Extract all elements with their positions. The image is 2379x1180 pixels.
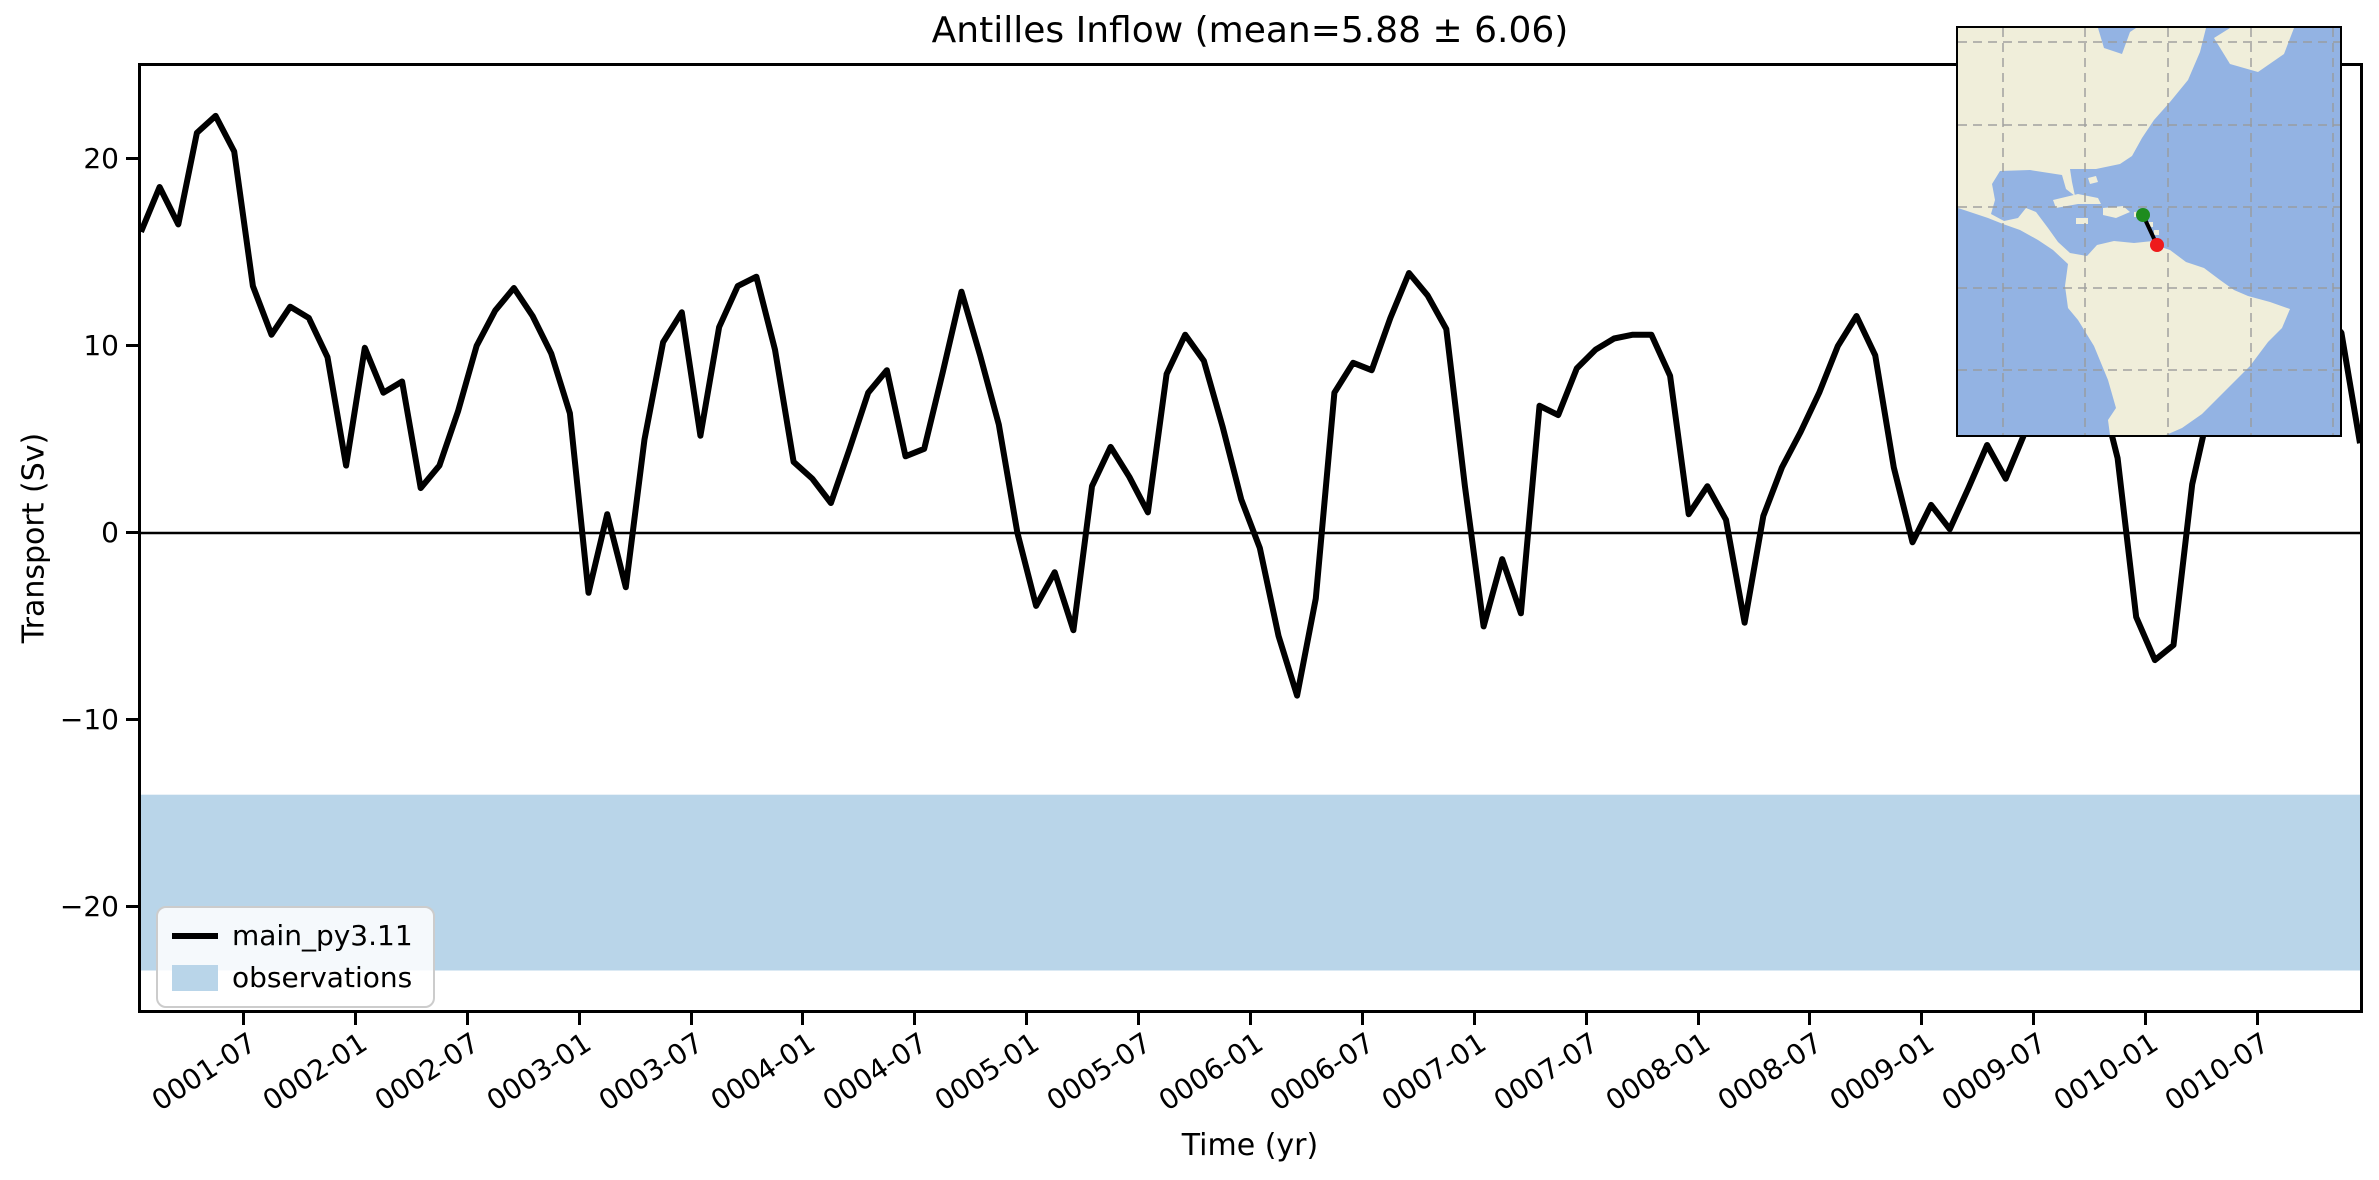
legend-label: observations [232, 961, 413, 994]
y-tick-label: 0 [101, 515, 119, 549]
chart-canvas [141, 112, 2360, 971]
legend-item-observations: observations [172, 962, 413, 994]
y-tick-label: 10 [83, 328, 119, 362]
legend-line-swatch [172, 933, 218, 939]
x-tick-mark [1696, 1013, 1700, 1025]
y-tick-mark [126, 905, 138, 909]
observations-band [141, 794, 2360, 971]
y-tick-mark [126, 157, 138, 161]
legend-patch-swatch [172, 965, 218, 991]
south-endpoint-dot [2150, 238, 2164, 252]
y-tick-label: −20 [59, 889, 119, 923]
x-tick-mark [1808, 1013, 1812, 1025]
inset-map [1956, 26, 2342, 437]
x-tick-mark [1584, 1013, 1588, 1025]
y-tick-label: −10 [59, 702, 119, 736]
map-gridlines [1958, 28, 2340, 435]
x-tick-mark [1025, 1013, 1029, 1025]
x-tick-label: 0002-07 [369, 1026, 486, 1118]
x-tick-label: 0003-01 [481, 1026, 598, 1118]
north-endpoint-dot [2136, 208, 2150, 222]
x-tick-mark [2144, 1013, 2148, 1025]
x-tick-mark [1137, 1013, 1141, 1025]
x-axis-label: Time (yr) [1181, 1128, 1319, 1163]
x-tick-label: 0001-07 [145, 1026, 262, 1118]
x-tick-mark [577, 1013, 581, 1025]
y-tick-mark [126, 718, 138, 722]
chart-title: Antilles Inflow (mean=5.88 ± 6.06) [931, 10, 1569, 51]
legend-item-main: main_py3.11 [172, 920, 413, 952]
y-tick-mark [126, 531, 138, 535]
x-tick-mark [689, 1013, 693, 1025]
inset-map-svg [1958, 28, 2340, 435]
legend-label: main_py3.11 [232, 919, 413, 952]
x-tick-mark [2032, 1013, 2036, 1025]
x-tick-mark [2255, 1013, 2259, 1025]
x-tick-mark [242, 1013, 246, 1025]
y-tick-mark [126, 344, 138, 348]
legend: main_py3.11 observations [156, 906, 435, 1008]
y-tick-label: 20 [83, 141, 119, 175]
x-tick-mark [1920, 1013, 1924, 1025]
x-tick-mark [1360, 1013, 1364, 1025]
x-tick-mark [801, 1013, 805, 1025]
x-tick-mark [913, 1013, 917, 1025]
transport-series-line [141, 112, 2360, 699]
y-axis-label: Transport (Sv) [16, 432, 52, 644]
x-tick-mark [353, 1013, 357, 1025]
x-tick-mark [465, 1013, 469, 1025]
x-tick-mark [1249, 1013, 1252, 1025]
x-tick-mark [1472, 1013, 1476, 1025]
